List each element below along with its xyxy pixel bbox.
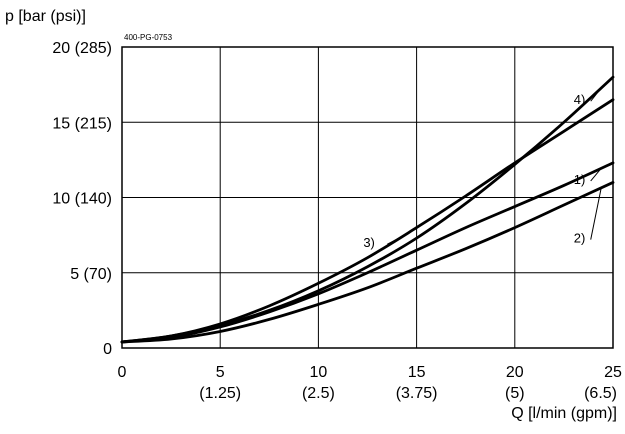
y-tick-label: 0 bbox=[103, 341, 112, 358]
tick-labels: 0 5 (1.25) 10 (2.5) 15 (3.75) 20 (5) 25 (6.5) 0 5 (7… bbox=[52, 40, 622, 402]
curve-label: 2) bbox=[574, 231, 586, 246]
curve-4 bbox=[120, 75, 615, 344]
y-tick-label: 20 (285) bbox=[52, 40, 112, 57]
curve-label-leader bbox=[590, 187, 602, 240]
curves bbox=[120, 75, 615, 344]
x-tick-label: 10 bbox=[310, 364, 328, 381]
curve-3 bbox=[120, 98, 615, 344]
x-tick-label: 20 bbox=[506, 364, 524, 381]
curve-label: 4) bbox=[574, 92, 586, 107]
figure-code: 400-PG-0753 bbox=[124, 33, 173, 42]
x-tick-label: 15 bbox=[408, 364, 426, 381]
curve-label-leader bbox=[590, 87, 602, 102]
y-tick-label: 5 (70) bbox=[70, 266, 112, 283]
curve-label: 1) bbox=[574, 172, 586, 187]
x-tick-sublabel: (1.25) bbox=[199, 385, 241, 402]
curve-label-leader bbox=[387, 235, 404, 245]
x-tick-sublabel: (3.75) bbox=[396, 385, 438, 402]
y-tick-label: 15 (215) bbox=[52, 115, 112, 132]
curve-2 bbox=[120, 181, 615, 344]
x-tick-sublabel: (2.5) bbox=[302, 385, 335, 402]
x-axis-label: Q [l/min (gpm)] bbox=[511, 405, 617, 422]
y-axis-label: p [bar (psi)] bbox=[5, 8, 86, 25]
x-tick-label: 5 bbox=[216, 364, 225, 381]
y-tick-label: 10 (140) bbox=[52, 191, 112, 208]
curve-label: 3) bbox=[363, 235, 375, 250]
curve-labels: 1) 2) 3) 4) bbox=[363, 87, 602, 250]
x-tick-label: 25 bbox=[604, 364, 622, 381]
x-tick-label: 0 bbox=[118, 364, 127, 381]
plot-frame bbox=[121, 46, 614, 349]
x-tick-sublabel: (6.5) bbox=[584, 385, 617, 402]
curve-label-leader bbox=[590, 167, 602, 182]
x-tick-sublabel: (5) bbox=[505, 385, 525, 402]
curve-1 bbox=[120, 161, 615, 344]
